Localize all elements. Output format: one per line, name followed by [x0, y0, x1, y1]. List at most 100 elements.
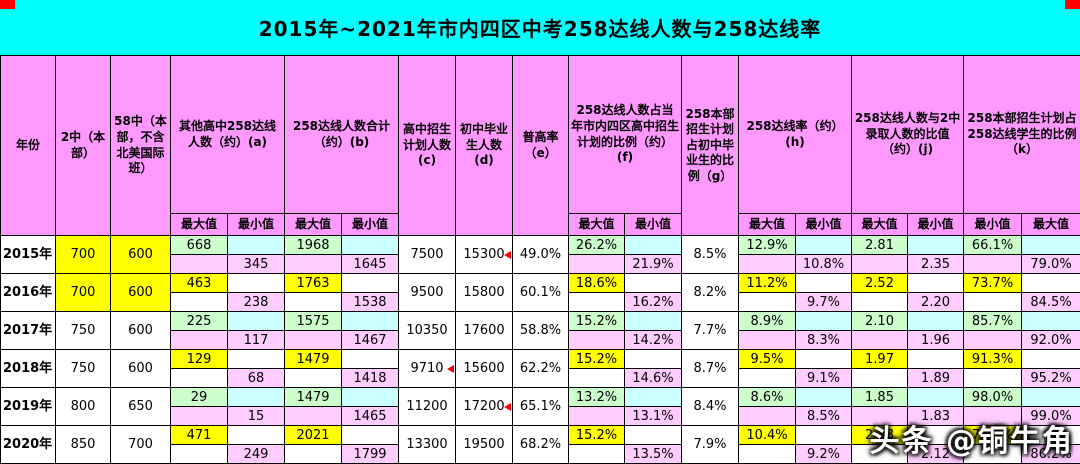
cell-2017年-k-max: 92.0%	[1021, 330, 1080, 350]
cell-2016年-k-min: 73.7%	[963, 273, 1023, 293]
cell-2020年-k-top-empty	[1021, 425, 1080, 445]
cell-2019年-d: 17200	[455, 387, 514, 426]
cell-2015年-f-max: 26.2%	[568, 235, 626, 255]
cell-2017年-e: 58.8%	[512, 311, 570, 350]
cell-2017年-a-min: 117	[227, 330, 285, 350]
cell-2019年-f-max: 13.2%	[568, 387, 626, 407]
cell-2015年-k-max: 79.0%	[1021, 254, 1080, 274]
cell-2020年-d: 19500	[455, 425, 514, 464]
cell-2020年-f-min: 13.5%	[624, 444, 683, 464]
cell-2018年-a-max: 129	[170, 349, 228, 369]
cell-2019年-school58: 650	[110, 387, 171, 426]
cell-2019年-b-top-empty	[340, 387, 400, 407]
cell-2018年-j-top-empty	[907, 349, 965, 369]
cell-2016年-j-top-empty	[907, 273, 965, 293]
cell-2016年-j-bottom-empty	[851, 292, 909, 312]
cell-2019年-a-bottom-empty	[170, 406, 228, 426]
cell-2018年-f-bottom-empty	[568, 368, 626, 388]
cell-2015年-b-bottom-empty	[284, 254, 342, 274]
cell-2017年-j-top-empty	[907, 311, 965, 331]
cell-2015年-k-bottom-empty	[963, 254, 1023, 274]
col-header-b: 258达线人数合计（约）(b)	[283, 55, 400, 214]
col-header-a: 其他高中258达线人数（约）(a)	[170, 55, 285, 214]
cell-2015年-g: 8.5%	[681, 235, 740, 274]
cell-2015年-h-max: 12.9%	[738, 235, 797, 255]
cell-2020年-k-max: 86.2%	[1021, 444, 1080, 464]
cell-2017年-k-min: 85.7%	[963, 311, 1023, 331]
cell-2017年-a-max: 225	[170, 311, 228, 331]
cell-2020年-c: 13300	[398, 425, 457, 464]
cell-2017年-f-max: 15.2%	[568, 311, 626, 331]
cell-2017年-school58: 600	[110, 311, 171, 350]
cell-2019年-h-max: 8.6%	[738, 387, 797, 407]
cell-2018年-k-min: 91.3%	[963, 349, 1023, 369]
cell-2020年-a-min: 249	[227, 444, 285, 464]
cell-2016年-h-max: 11.2%	[738, 273, 797, 293]
cell-2018年-b-min: 1418	[340, 368, 400, 388]
cell-2016年-d: 15800	[455, 273, 514, 312]
cell-2017年-f-bottom-empty	[568, 330, 626, 350]
cell-2017年-c: 10350	[398, 311, 457, 350]
cell-2016年-a-max: 463	[170, 273, 228, 293]
cell-2016年-j-min: 2.20	[907, 292, 965, 312]
cell-2020年-e: 68.2%	[512, 425, 570, 464]
cell-2017年-b-bottom-empty	[284, 330, 342, 350]
page-title: 2015年~2021年市内四区中考258达线人数与258达线率	[258, 17, 822, 41]
table-row-2017年-bottom: 117 1467 14.2% 8.3% 1.96 92.0%	[1, 330, 1080, 350]
cell-2017年-b-max: 1575	[284, 311, 342, 331]
cell-2018年-school2: 750	[55, 349, 111, 388]
cell-2018年-k-top-empty	[1021, 349, 1080, 369]
table-row-2018年-bottom: 68 1418 14.6% 9.1% 1.89 95.2%	[1, 368, 1080, 388]
title-bar: 2015年~2021年市内四区中考258达线人数与258达线率	[0, 0, 1080, 55]
cell-2017年-k-bottom-empty	[963, 330, 1023, 350]
cell-2020年-j-min: 2.12	[907, 444, 965, 464]
cell-2016年-f-min: 16.2%	[624, 292, 683, 312]
cell-2015年-h-min: 10.8%	[795, 254, 853, 274]
col-header-d: 初中毕业生人数(d)	[455, 55, 514, 236]
cell-2020年-h-bottom-empty	[738, 444, 797, 464]
data-table: 年份 2中（本部） 58中（本部，不含北美国际班） 其他高中258达线人数（约）…	[0, 55, 1080, 464]
cell-2015年-j-top-empty	[907, 235, 965, 255]
cell-2019年-b-bottom-empty	[284, 406, 342, 426]
cell-2020年-g: 7.9%	[681, 425, 740, 464]
cell-2018年-school58: 600	[110, 349, 171, 388]
cell-2020年-h-min: 9.2%	[795, 444, 853, 464]
subheader-j-min: 最小值	[907, 213, 965, 236]
cell-2020年-school58: 700	[110, 425, 171, 464]
col-header-g: 258本部招生计划占初中毕业生的比例（g）	[681, 55, 740, 236]
table-row-2019年-top: 2019年 800 650 29 1479 11200 17200 65.1% 13.2% 8.4…	[0, 387, 1080, 426]
cell-2015年-a-max: 668	[170, 235, 228, 255]
cell-2017年-a-top-empty	[227, 311, 285, 331]
watermark-text: 头条 @铜牛角	[869, 424, 1074, 459]
cell-2020年-b-top-empty	[340, 425, 400, 445]
cell-2015年-c: 7500	[398, 235, 457, 274]
cell-2017年-g: 7.7%	[681, 311, 740, 350]
cell-2019年-j-max: 1.85	[851, 387, 909, 407]
cell-2017年-a-bottom-empty	[170, 330, 228, 350]
cell-2015年-b-min: 1645	[340, 254, 400, 274]
cell-2020年-school2: 850	[55, 425, 111, 464]
cell-2015年-b-top-empty	[340, 235, 400, 255]
cell-2017年-h-max: 8.9%	[738, 311, 797, 331]
cell-2019年-f-min: 13.1%	[624, 406, 683, 426]
comment-marker-icon	[447, 364, 455, 373]
cell-2020年-f-bottom-empty	[568, 444, 626, 464]
cell-2016年-e: 60.1%	[512, 273, 570, 312]
cell-2020年-f-top-empty	[624, 425, 683, 445]
cell-2015年-e: 49.0%	[512, 235, 570, 274]
cell-2020年-a-top-empty	[227, 425, 285, 445]
cell-2020年-h-top-empty	[795, 425, 853, 445]
cell-2020年-j-top-empty	[907, 425, 965, 445]
cell-2019年-b-min: 1465	[340, 406, 400, 426]
cell-2019年-year: 2019年	[0, 387, 56, 426]
subheader-k-max: 最大值	[1021, 213, 1080, 236]
cell-2017年-f-top-empty	[624, 311, 683, 331]
col-header-c: 高中招生计划人数(c)	[398, 55, 457, 236]
cell-2019年-a-max: 29	[170, 387, 228, 407]
subheader-a-min: 最小值	[227, 213, 285, 236]
cell-2019年-k-min: 98.0%	[963, 387, 1023, 407]
cell-2018年-h-max: 9.5%	[738, 349, 797, 369]
cell-2019年-f-top-empty	[624, 387, 683, 407]
cell-2016年-k-max: 84.5%	[1021, 292, 1080, 312]
cell-2015年-a-bottom-empty	[170, 254, 228, 274]
